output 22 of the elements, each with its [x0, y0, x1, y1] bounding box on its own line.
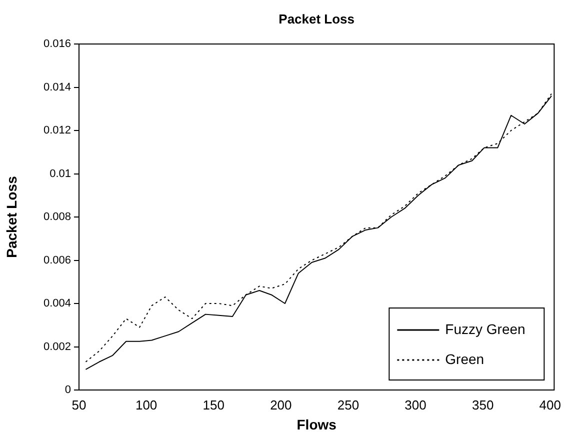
x-tick-label: 100 [135, 397, 158, 412]
x-tick-label: 300 [404, 397, 426, 412]
y-tick-label: 0.006 [43, 254, 71, 266]
y-tick-label: 0.016 [43, 38, 71, 50]
x-tick-label: 400 [539, 397, 561, 412]
y-tick-label: 0 [64, 384, 71, 396]
x-tick-label: 150 [202, 397, 224, 412]
y-tick-label: 0.01 [50, 168, 71, 180]
y-tick-label: 0.008 [43, 211, 71, 224]
x-tick-label: 250 [337, 397, 360, 412]
y-tick-label: 0.012 [43, 124, 71, 137]
y-axis-title: Packet Loss [3, 176, 20, 258]
y-tick-label: 0.004 [43, 298, 71, 310]
legend-label: Fuzzy Green [445, 320, 526, 337]
x-tick-label: 350 [472, 397, 494, 412]
x-tick-label: 50 [72, 397, 86, 412]
x-axis-title: Flows [296, 416, 337, 432]
chart-title: Packet Loss [278, 12, 355, 27]
y-tick-label: 0.002 [43, 340, 71, 353]
legend-label: Green [445, 350, 484, 367]
x-tick-label: 200 [270, 397, 292, 412]
y-tick-label: 0.014 [43, 81, 71, 94]
